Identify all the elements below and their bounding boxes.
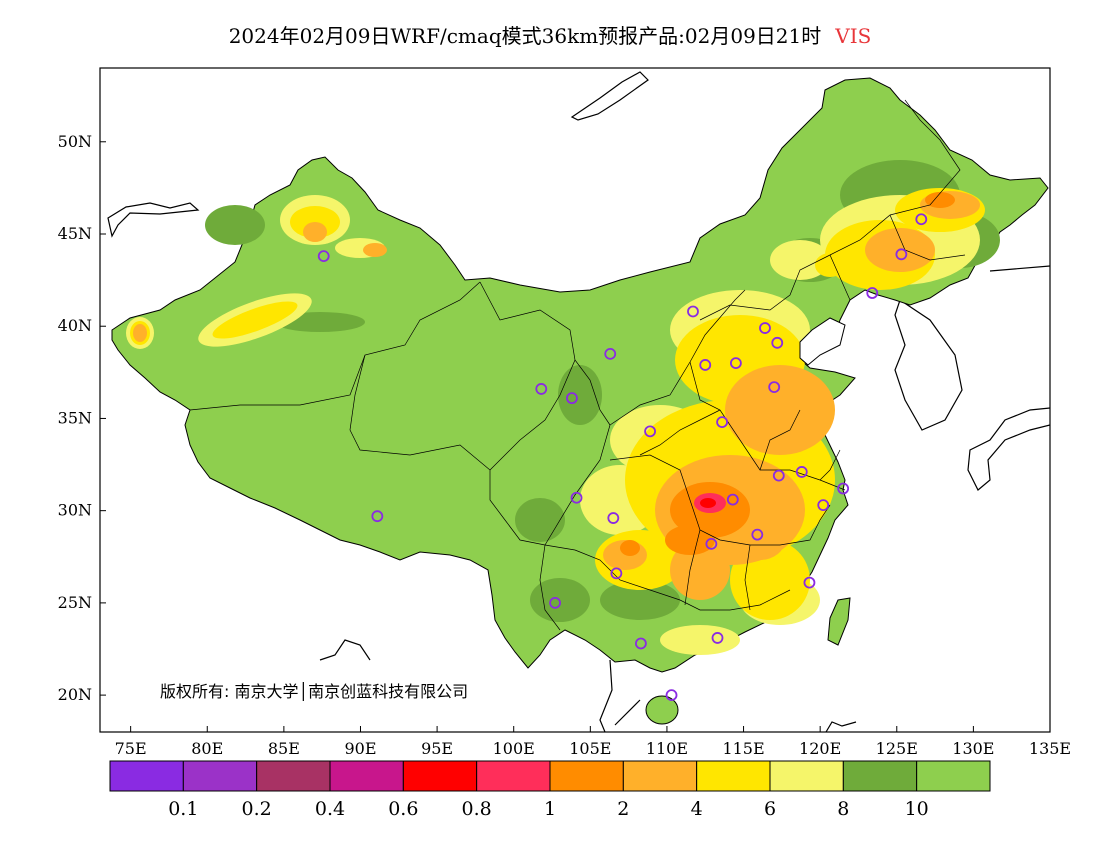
title-main: 2024年02月09日WRF/cmaq模式36km预报产品:02月09日21时 <box>228 24 822 48</box>
legend-tick-label: 10 <box>905 798 929 820</box>
station-marker <box>768 381 781 393</box>
station-marker <box>795 466 808 478</box>
station-marker <box>687 305 699 318</box>
station-marker <box>607 512 620 524</box>
lat-tick-label: 40N <box>58 316 92 335</box>
station-marker <box>705 537 718 550</box>
province-borders <box>189 99 966 631</box>
legend-tick-label: 4 <box>691 798 703 820</box>
station-marker <box>817 499 830 512</box>
map-axes: 75E 80E 85E 90E 95E 100E 105E 110E 115E 120E 125E 1… <box>58 132 1071 758</box>
station-marker <box>610 567 623 580</box>
legend-tick-label: 0.1 <box>168 798 198 820</box>
station-marker <box>570 491 583 504</box>
lon-tick-label: 85E <box>268 739 300 758</box>
lon-tick-label: 100E <box>493 739 535 758</box>
station-marker <box>699 359 712 371</box>
lon-tick-label: 95E <box>421 739 453 758</box>
lon-tick-label: 130E <box>952 739 994 758</box>
color-legend: 0.1 0.2 0.4 0.6 0.8 1 2 4 6 8 10 <box>109 760 991 820</box>
lon-tick-label: 90E <box>344 739 376 758</box>
legend-swatch <box>696 760 771 792</box>
lat-tick-label: 45N <box>58 224 92 243</box>
station-marker <box>535 383 548 395</box>
legend-swatch <box>329 760 404 792</box>
bohai-sea <box>799 317 846 366</box>
lat-tick-label: 30N <box>58 501 92 520</box>
legend-swatch <box>842 760 918 792</box>
lon-tick-label: 120E <box>799 739 841 758</box>
lon-tick-label: 110E <box>646 739 688 758</box>
taiwan-island <box>827 597 851 646</box>
station-marker <box>729 357 742 370</box>
station-marker <box>837 482 850 495</box>
station-marker <box>549 596 561 609</box>
station-marker <box>371 510 384 523</box>
map-frame <box>99 67 1051 733</box>
coastline-outlines <box>107 71 1050 732</box>
station-marker <box>915 213 928 226</box>
station-marker <box>644 425 656 438</box>
lon-tick-label: 105E <box>569 739 611 758</box>
lon-tick-label: 115E <box>722 739 764 758</box>
legend-swatch <box>476 760 551 792</box>
legend-swatch <box>769 760 844 792</box>
station-marker <box>759 322 771 334</box>
lon-tick-label: 80E <box>191 739 223 758</box>
copyright-text: 版权所有: 南京大学│南京创蓝科技有限公司 <box>160 681 468 701</box>
station-marker <box>895 248 908 261</box>
station-marker <box>803 576 816 589</box>
legend-tick-label: 1 <box>544 798 556 820</box>
legend-swatch <box>916 760 991 792</box>
lon-tick-label: 135E <box>1029 739 1071 758</box>
station-marker <box>604 347 617 360</box>
vis-0.6-0.8-zones <box>700 498 716 508</box>
legend-swatch <box>182 760 258 792</box>
station-marker <box>566 392 578 405</box>
hainan-island <box>645 695 679 725</box>
lat-tick-label: 50N <box>58 132 92 151</box>
station-marker <box>716 416 728 429</box>
station-marker <box>751 528 764 541</box>
station-marker <box>711 632 724 644</box>
lon-tick-label: 125E <box>876 739 918 758</box>
legend-swatch <box>402 760 478 792</box>
map-title: 2024年02月09日WRF/cmaq模式36km预报产品:02月09日21时 V… <box>0 20 1100 49</box>
station-marker <box>772 469 785 482</box>
legend-tick-label: 0.2 <box>242 798 272 820</box>
title-variable: VIS <box>835 24 872 48</box>
station-marker <box>665 689 678 702</box>
station-marker <box>866 287 879 299</box>
legend-swatch <box>549 760 624 792</box>
station-marker <box>771 336 784 349</box>
station-marker <box>634 637 647 650</box>
china-landmass <box>111 77 1049 725</box>
lat-tick-label: 25N <box>58 593 92 612</box>
legend-tick-label: 6 <box>764 798 776 820</box>
station-markers <box>317 213 928 702</box>
legend-swatch <box>622 760 698 792</box>
lon-tick-label: 75E <box>115 739 147 758</box>
legend-tick-label: 0.6 <box>388 798 418 820</box>
legend-tick-label: 0.8 <box>462 798 492 820</box>
legend-tick-label: 8 <box>837 798 849 820</box>
legend-swatch <box>256 760 331 792</box>
lat-tick-label: 20N <box>58 685 92 704</box>
legend-swatch <box>109 760 184 792</box>
legend-tick-label: 2 <box>617 798 629 820</box>
station-marker <box>726 493 739 506</box>
station-marker <box>317 250 330 263</box>
legend-tick-label: 0.4 <box>315 798 345 820</box>
lat-tick-label: 35N <box>58 408 92 427</box>
